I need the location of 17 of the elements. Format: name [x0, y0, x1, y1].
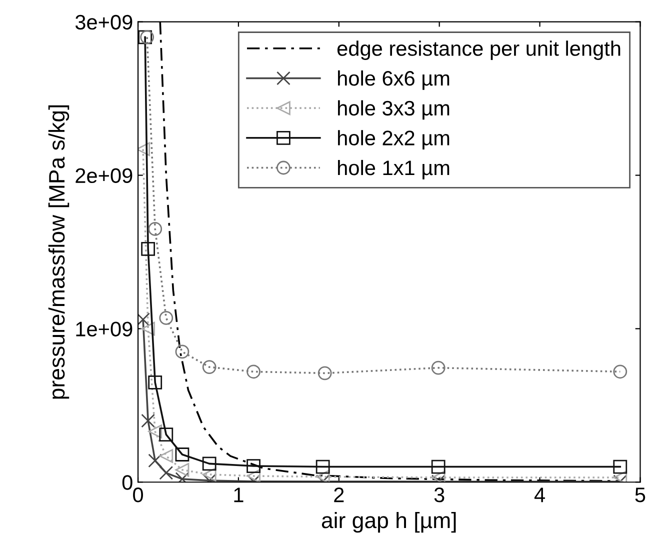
y-tick-label: 1e+09 — [76, 322, 132, 336]
legend-label: hole 6x6 µm — [338, 70, 450, 90]
legend-label: hole 1x1 µm — [338, 160, 450, 180]
x-tick-label: 2 — [334, 488, 344, 502]
x-tick-label: 5 — [635, 488, 646, 502]
legend-label: hole 3x3 µm — [338, 100, 450, 120]
y-tick-label: 2e+09 — [76, 168, 132, 184]
x-tick-label: 0 — [133, 488, 144, 502]
x-tick-label: 3 — [434, 488, 444, 502]
x-tick-label: 1 — [234, 488, 244, 502]
x-axis-title: air gap h [µm] — [322, 512, 456, 533]
legend-label: edge resistance per unit length — [337, 40, 620, 60]
y-tick-label: 0 — [122, 475, 132, 490]
x-tick-label: 4 — [534, 488, 545, 502]
y-tick-label: 3e+09 — [75, 14, 132, 30]
y-axis-title: pressure/massflow [MPa s/kg] — [48, 105, 70, 399]
legend-label: hole 2x2 µm — [338, 130, 450, 150]
